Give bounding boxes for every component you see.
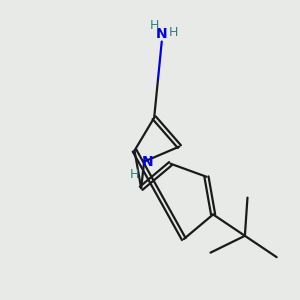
Text: N: N	[141, 154, 153, 169]
Text: H: H	[130, 168, 139, 181]
Text: H: H	[169, 26, 178, 39]
Text: H: H	[150, 19, 159, 32]
Text: N: N	[156, 27, 168, 41]
